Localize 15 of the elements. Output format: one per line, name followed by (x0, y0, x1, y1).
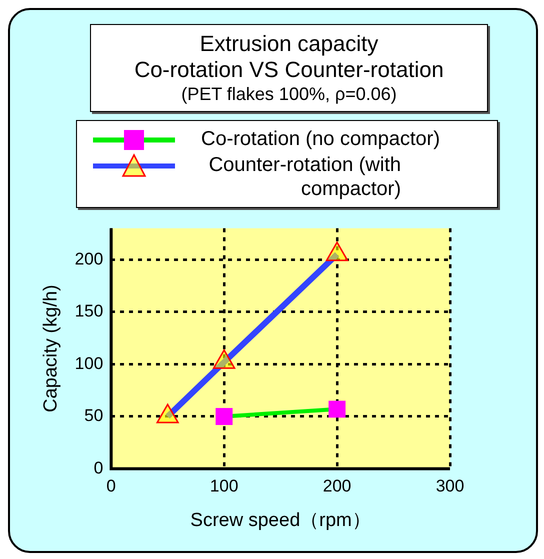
x-tick-label: 300 (436, 476, 464, 496)
y-tick-label: 100 (74, 354, 104, 373)
y-tick-label: 150 (74, 302, 104, 321)
x-tick-label: 100 (210, 476, 238, 496)
legend-label: Counter-rotation (with compactor) (208, 153, 401, 201)
y-tick-label: 0 (94, 458, 104, 478)
chart-title: Extrusion capacity Co-rotation VS Counter-rotation (133, 31, 445, 83)
y-tick-label: 50 (84, 406, 104, 426)
y-axis-title: Capacity (kg/h) (40, 284, 62, 412)
y-tick-label: 200 (74, 249, 104, 268)
x-tick-label: 0 (106, 476, 116, 496)
x-tick-label: 200 (322, 476, 352, 496)
x-axis-title: Screw speed（rpm） (190, 510, 371, 531)
legend-label: Co-rotation (no compactor) (201, 127, 441, 151)
chart-subtitle: (PET flakes 100%, ρ=0.06) (180, 83, 398, 105)
